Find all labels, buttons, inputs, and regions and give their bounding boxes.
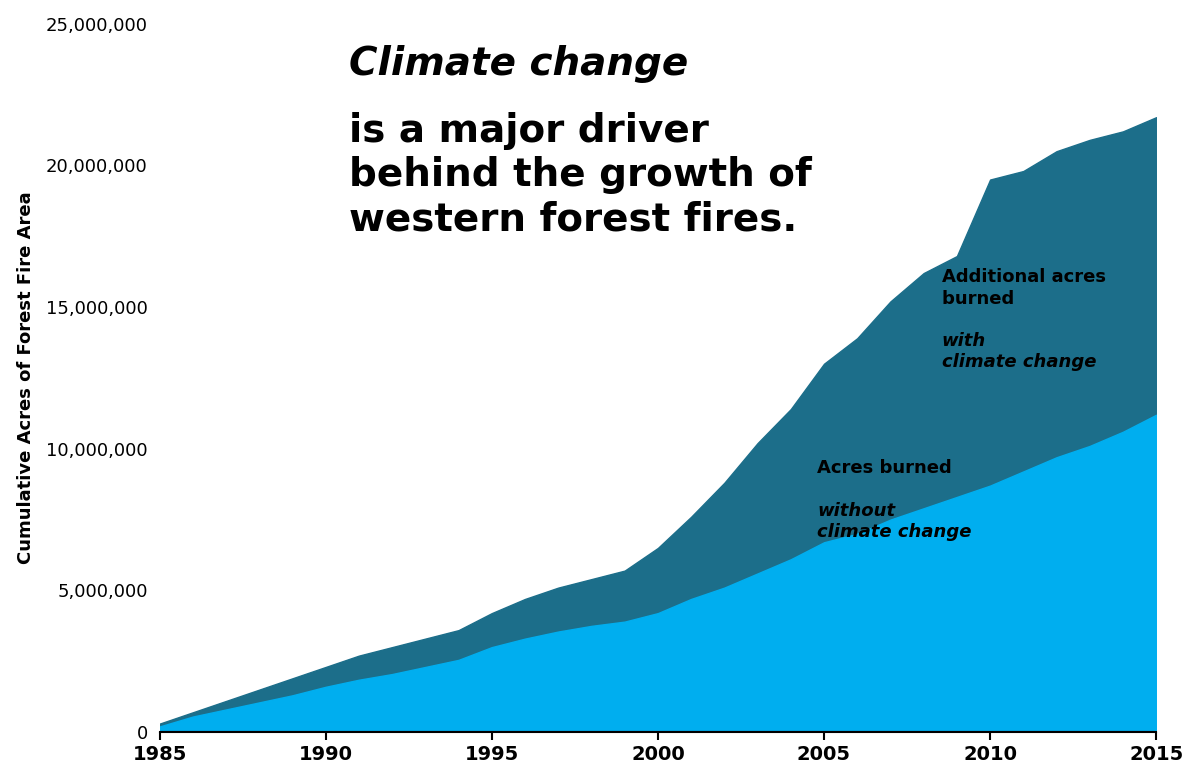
Text: with
climate change: with climate change [942,332,1097,371]
Text: is a major driver
behind the growth of
western forest fires.: is a major driver behind the growth of w… [349,112,811,238]
Text: without
climate change: without climate change [817,502,972,541]
Text: Additional acres
burned: Additional acres burned [942,268,1106,308]
Text: Acres burned: Acres burned [817,459,952,477]
Y-axis label: Cumulative Acres of Forest Fire Area: Cumulative Acres of Forest Fire Area [17,191,35,564]
Text: Climate change: Climate change [349,45,688,83]
